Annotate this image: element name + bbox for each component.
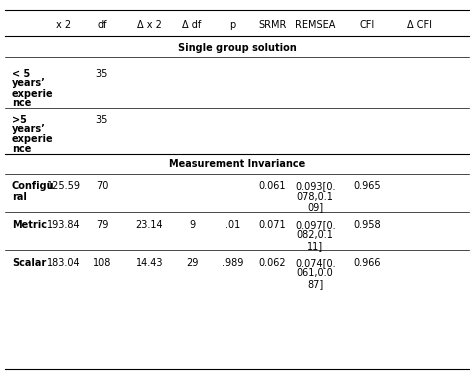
Text: 87]: 87]	[307, 279, 323, 289]
Text: Δ df: Δ df	[182, 20, 201, 30]
Text: 082,0.1: 082,0.1	[297, 230, 334, 240]
Text: 125.59: 125.59	[47, 181, 81, 191]
Text: >5: >5	[12, 115, 27, 125]
Text: 183.04: 183.04	[47, 258, 81, 268]
Text: experie: experie	[12, 89, 54, 99]
Text: Δ CFI: Δ CFI	[407, 20, 432, 30]
Text: 193.84: 193.84	[47, 220, 81, 230]
Text: 0.097[0.: 0.097[0.	[295, 220, 336, 230]
Text: 0.074[0.: 0.074[0.	[295, 258, 336, 268]
Text: p: p	[229, 20, 236, 30]
Text: 23.14: 23.14	[136, 220, 163, 230]
Text: Scalar: Scalar	[12, 258, 46, 268]
Text: years’: years’	[12, 78, 46, 88]
Text: 70: 70	[96, 181, 108, 191]
Text: 09]: 09]	[307, 202, 323, 212]
Text: 29: 29	[186, 258, 198, 268]
Text: CFI: CFI	[360, 20, 375, 30]
Text: experie: experie	[12, 134, 54, 144]
Text: 0.093[0.: 0.093[0.	[295, 181, 336, 191]
Text: 108: 108	[93, 258, 111, 268]
Text: 35: 35	[96, 115, 108, 125]
Text: 14.43: 14.43	[136, 258, 163, 268]
Text: df: df	[97, 20, 107, 30]
Text: ral: ral	[12, 192, 27, 202]
Text: x 2: x 2	[56, 20, 72, 30]
Text: 0.062: 0.062	[259, 258, 286, 268]
Text: .01: .01	[225, 220, 240, 230]
Text: 9: 9	[189, 220, 195, 230]
Text: .989: .989	[221, 258, 243, 268]
Text: nce: nce	[12, 144, 31, 154]
Text: nce: nce	[12, 98, 31, 108]
Text: SRMR: SRMR	[258, 20, 287, 30]
Text: Measurement Invariance: Measurement Invariance	[169, 159, 305, 169]
Text: 11]: 11]	[307, 241, 323, 251]
Text: 0.071: 0.071	[259, 220, 286, 230]
Text: < 5: < 5	[12, 69, 30, 79]
Text: 0.966: 0.966	[354, 258, 381, 268]
Text: Metric: Metric	[12, 220, 47, 230]
Text: 79: 79	[96, 220, 108, 230]
Text: 078,0.1: 078,0.1	[297, 192, 334, 202]
Text: 061,0.0: 061,0.0	[297, 268, 334, 278]
Text: Δ x 2: Δ x 2	[137, 20, 162, 30]
Text: REMSEA: REMSEA	[295, 20, 336, 30]
Text: Single group solution: Single group solution	[178, 43, 296, 53]
Text: 0.061: 0.061	[259, 181, 286, 191]
Text: 0.958: 0.958	[354, 220, 381, 230]
Text: 35: 35	[96, 69, 108, 79]
Text: years’: years’	[12, 124, 46, 134]
Text: 0.965: 0.965	[354, 181, 381, 191]
Text: Configu: Configu	[12, 181, 55, 191]
